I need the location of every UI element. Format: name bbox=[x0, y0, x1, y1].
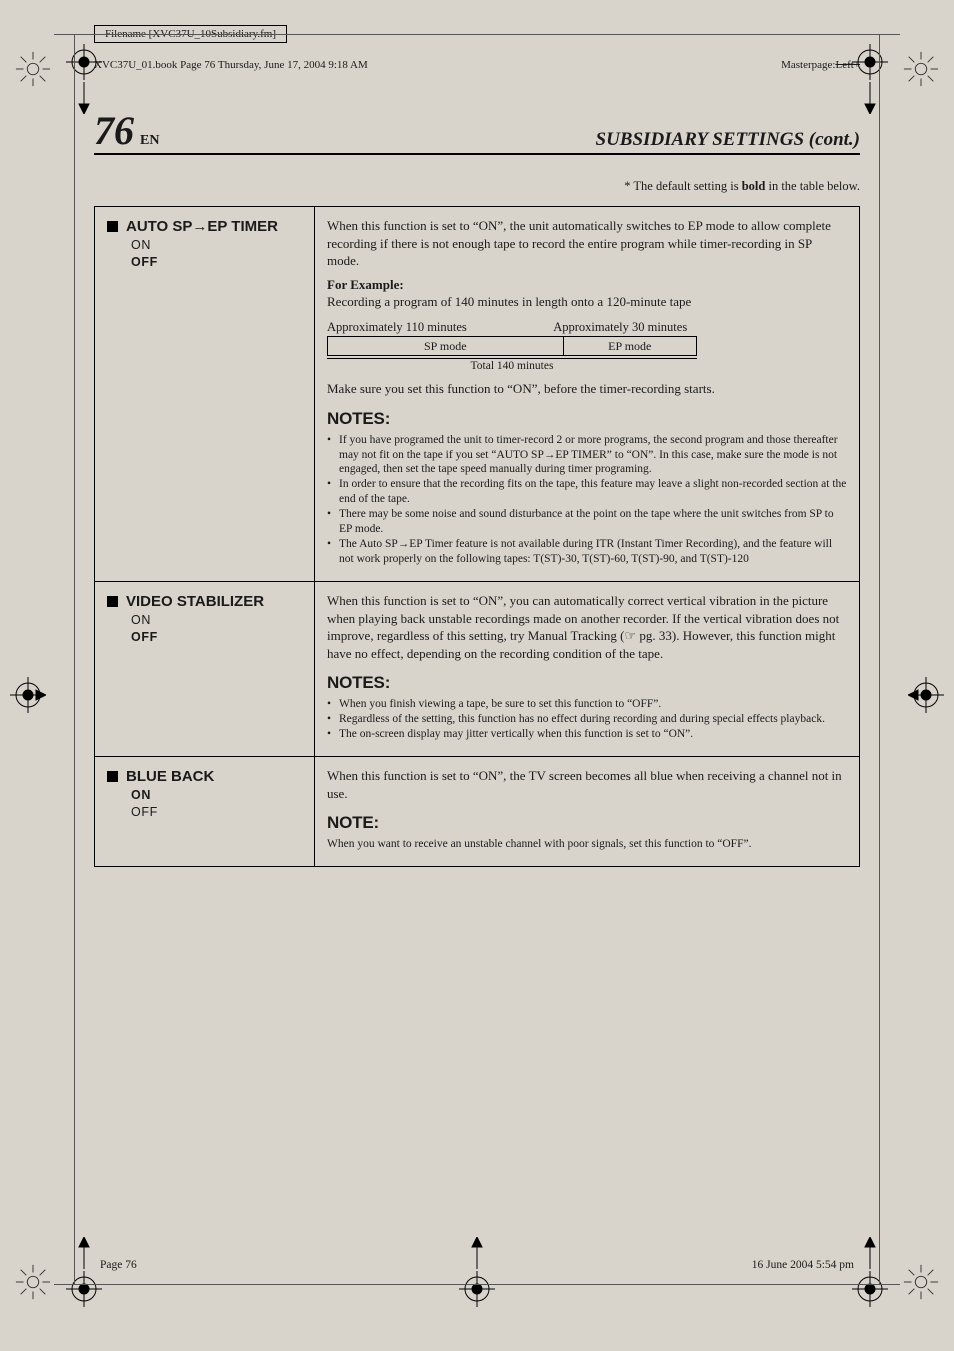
setting-options: ONOFF bbox=[131, 787, 302, 821]
setting-options: ONOFF bbox=[131, 237, 302, 271]
page-number-value: 76 bbox=[94, 108, 134, 153]
sunburst-icon bbox=[14, 50, 52, 88]
masterpage-value: Left+ bbox=[835, 59, 860, 71]
setting-cell: VIDEO STABILIZER ONOFF bbox=[95, 582, 315, 757]
description-cell: When this function is set to “ON”, the u… bbox=[315, 207, 860, 582]
note-item: •The on-screen display may jitter vertic… bbox=[327, 727, 847, 742]
footer-date: 16 June 2004 5:54 pm bbox=[752, 1259, 854, 1271]
description-cell: When this function is set to “ON”, the T… bbox=[315, 756, 860, 866]
after-example: Make sure you set this function to “ON”,… bbox=[327, 380, 847, 398]
default-note: * The default setting is bold in the tab… bbox=[94, 179, 860, 194]
top-meta-line: XVC37U_01.book Page 76 Thursday, June 17… bbox=[94, 59, 860, 71]
approx-right: Approximately 30 minutes bbox=[553, 319, 717, 336]
footer: Page 76 16 June 2004 5:54 pm bbox=[94, 1259, 860, 1271]
bullet-square-icon bbox=[107, 596, 118, 607]
masterpage-label: Masterpage: bbox=[781, 59, 835, 71]
note-item: •The Auto SP→EP Timer feature is not ava… bbox=[327, 537, 847, 567]
setting-name: VIDEO STABILIZER bbox=[126, 593, 264, 610]
tape-diagram: Approximately 110 minutes Approximately … bbox=[327, 319, 847, 374]
notes-heading: NOTES: bbox=[327, 672, 847, 695]
sunburst-icon bbox=[902, 50, 940, 88]
example-label: For Example: bbox=[327, 276, 847, 294]
setting-body: When this function is set to “ON”, you c… bbox=[327, 592, 847, 662]
crop-line bbox=[74, 34, 75, 1285]
notes-body: When you want to receive an unstable cha… bbox=[327, 837, 847, 852]
note-item: •When you finish viewing a tape, be sure… bbox=[327, 697, 847, 712]
bullet-square-icon bbox=[107, 771, 118, 782]
crop-line bbox=[879, 34, 880, 1285]
total-line: Total 140 minutes bbox=[327, 358, 697, 375]
crop-line bbox=[54, 1284, 900, 1285]
setting-name: BLUE BACK bbox=[126, 768, 214, 785]
setting-cell: AUTO SP→EP TIMER ONOFF bbox=[95, 207, 315, 582]
approx-left: Approximately 110 minutes bbox=[327, 319, 553, 336]
notes-heading: NOTE: bbox=[327, 812, 847, 835]
description-cell: When this function is set to “ON”, you c… bbox=[315, 582, 860, 757]
masterpage: Masterpage:Left+ bbox=[781, 59, 860, 71]
registration-mark-icon bbox=[10, 660, 46, 730]
page-header: 76 EN SUBSIDIARY SETTINGS (cont.) bbox=[94, 111, 860, 155]
example-desc: Recording a program of 140 minutes in le… bbox=[327, 293, 847, 311]
bullet-square-icon bbox=[107, 221, 118, 232]
footer-page: Page 76 bbox=[100, 1259, 137, 1271]
setting-option: ON bbox=[131, 612, 302, 629]
ep-mode-box: EP mode bbox=[564, 337, 696, 355]
sp-mode-box: SP mode bbox=[328, 337, 564, 355]
setting-option: OFF bbox=[131, 804, 302, 821]
page-number: 76 EN bbox=[94, 111, 159, 151]
note-item: •In order to ensure that the recording f… bbox=[327, 477, 847, 507]
setting-option: ON bbox=[131, 787, 302, 804]
notes-list: •When you finish viewing a tape, be sure… bbox=[327, 697, 847, 742]
setting-cell: BLUE BACK ONOFF bbox=[95, 756, 315, 866]
setting-options: ONOFF bbox=[131, 612, 302, 646]
note-item: •Regardless of the setting, this functio… bbox=[327, 712, 847, 727]
book-info: XVC37U_01.book Page 76 Thursday, June 17… bbox=[94, 59, 368, 71]
note-item: •If you have programed the unit to timer… bbox=[327, 433, 847, 478]
setting-body: When this function is set to “ON”, the u… bbox=[327, 217, 847, 270]
registration-mark-icon bbox=[908, 660, 944, 730]
page-lang: EN bbox=[140, 133, 159, 148]
setting-body: When this function is set to “ON”, the T… bbox=[327, 767, 847, 802]
setting-name: AUTO SP→EP TIMER bbox=[126, 218, 278, 235]
print-frame: Filename [XVC37U_10Subsidiary.fm] XVC37U… bbox=[0, 0, 954, 1351]
note-item: •There may be some noise and sound distu… bbox=[327, 507, 847, 537]
example-block: For Example: Recording a program of 140 … bbox=[327, 276, 847, 398]
setting-option: ON bbox=[131, 237, 302, 254]
crop-line bbox=[54, 34, 900, 35]
sunburst-icon bbox=[14, 1263, 52, 1301]
notes-list: •If you have programed the unit to timer… bbox=[327, 433, 847, 567]
section-title: SUBSIDIARY SETTINGS (cont.) bbox=[596, 129, 860, 151]
settings-table: AUTO SP→EP TIMERONOFFWhen this function … bbox=[94, 206, 860, 867]
setting-option: OFF bbox=[131, 629, 302, 646]
notes-heading: NOTES: bbox=[327, 408, 847, 431]
content-area: Filename [XVC37U_10Subsidiary.fm] XVC37U… bbox=[94, 24, 860, 1291]
setting-option: OFF bbox=[131, 254, 302, 271]
sunburst-icon bbox=[902, 1263, 940, 1301]
